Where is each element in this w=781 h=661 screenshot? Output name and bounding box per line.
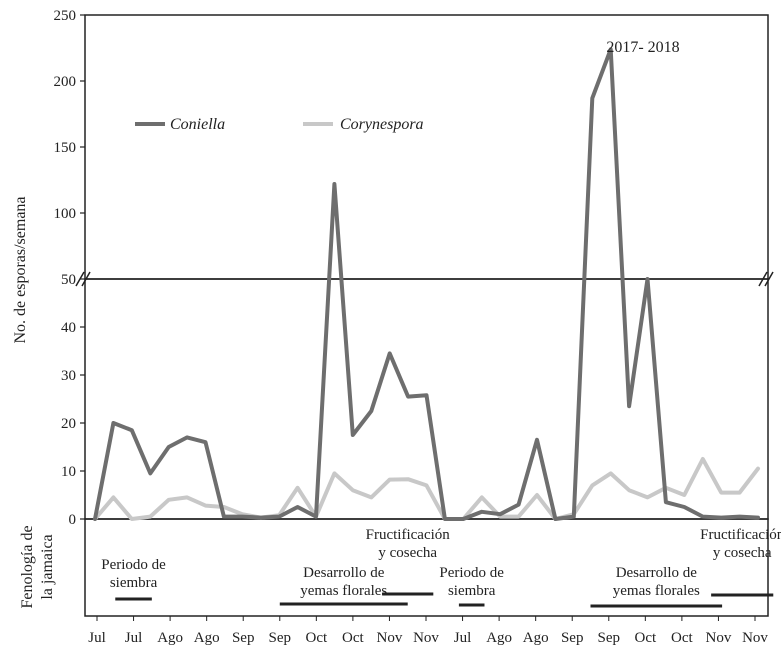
x-tick-label: Nov [413,630,439,646]
series-line-coniella [93,47,760,521]
y-tick-label: 250 [54,8,77,24]
phenology-axis-label-line2: la jamaica [39,534,56,599]
x-tick-label: Nov [377,630,403,646]
y-tick-label: 10 [61,464,76,480]
x-tick-label: Jul [88,630,106,646]
phenology-label: Fructificación [700,527,781,543]
x-tick-label: Sep [269,630,292,646]
x-tick-label: Ago [157,630,183,646]
x-tick-label: Oct [305,630,327,646]
y-axis-ticks: 0 10 20 30 40 50 100 150 200 250 [54,8,85,528]
x-tick-label: Sep [232,630,255,646]
phenology-label: Desarrollo de [303,565,385,581]
legend-label-corynespora: Corynespora [340,116,424,133]
y-tick-label: 30 [61,368,76,384]
series-line-corynespora [93,457,760,521]
chart-title: 2017- 2018 [606,39,679,56]
phenology-label: yemas florales [300,583,387,599]
x-tick-label: Ago [523,630,549,646]
y-tick-label: 150 [54,140,77,156]
phenology-label: y cosecha [378,545,437,561]
x-tick-label: Oct [671,630,693,646]
y-tick-label: 20 [61,416,76,432]
phenology-axis-label-line1: Fenología de [19,525,36,608]
phenology-bars: Periodo de siembra Desarrollo de yemas flor… [101,527,781,608]
phenology-label: Periodo de [101,557,166,573]
phenology-label: Fructificación [366,527,451,543]
y-tick-label: 40 [61,320,76,336]
y-tick-label: 50 [61,272,76,288]
x-tick-label: Jul [125,630,143,646]
y-axis-label: No. de esporas/semana [12,196,29,343]
y-tick-label: 100 [54,206,77,222]
y-tick-label: 0 [69,512,77,528]
legend: Coniella Corynespora [135,116,424,133]
phenology-label: yemas florales [613,583,700,599]
x-tick-label: Nov [706,630,732,646]
x-axis-ticks: Jul Jul Ago Ago Sep Sep Oct Oct Nov Nov Jul Ago Ago S… [88,616,768,646]
series-lines [93,47,760,521]
x-tick-label: Oct [634,630,656,646]
axis-break-right [758,271,774,287]
x-tick-label: Nov [742,630,768,646]
phenology-label: Periodo de [439,565,504,581]
x-tick-label: Oct [342,630,364,646]
legend-label-coniella: Coniella [170,116,225,133]
x-tick-label: Sep [598,630,621,646]
phenology-label: Desarrollo de [616,565,698,581]
x-tick-label: Ago [194,630,220,646]
x-tick-label: Sep [561,630,584,646]
phenology-label: y cosecha [713,545,772,561]
phenology-label: siembra [448,583,496,599]
x-tick-label: Ago [486,630,512,646]
y-tick-label: 200 [54,74,77,90]
x-tick-label: Jul [454,630,472,646]
phenology-label: siembra [110,575,158,591]
